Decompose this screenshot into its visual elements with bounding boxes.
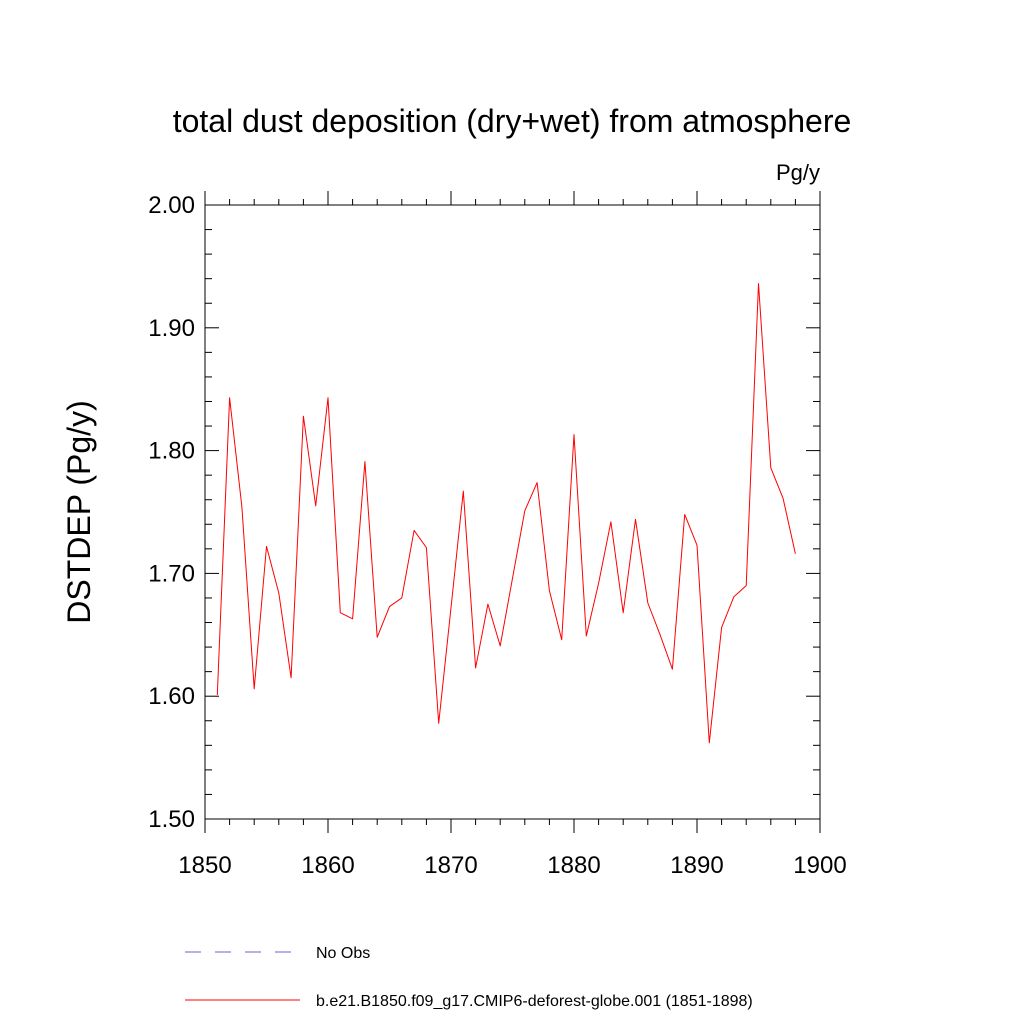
y-tick-labels: 1.50 1.60 1.70 1.80 1.90 2.00 [148, 192, 195, 833]
y-tick-label: 2.00 [148, 192, 195, 219]
units-label: Pg/y [776, 160, 820, 185]
y-tick-label: 1.90 [148, 315, 195, 342]
y-tick-label: 1.50 [148, 806, 195, 833]
axis-ticks [204, 191, 821, 833]
series-line [216, 283, 796, 744]
x-tick-label: 1880 [547, 852, 600, 879]
y-axis-label: DSTDEP (Pg/y) [61, 400, 97, 623]
chart-title: total dust deposition (dry+wet) from atm… [173, 103, 852, 139]
x-tick-label: 1900 [793, 852, 846, 879]
series-layer [216, 283, 796, 744]
x-tick-label: 1890 [670, 852, 723, 879]
y-tick-label: 1.80 [148, 438, 195, 465]
x-tick-label: 1850 [178, 852, 231, 879]
x-tick-label: 1870 [424, 852, 477, 879]
plot-frame [204, 204, 821, 820]
x-tick-labels: 1850 1860 1870 1880 1890 1900 [178, 852, 846, 879]
legend-label-model: b.e21.B1850.f09_g17.CMIP6-deforest-globe… [316, 993, 753, 1010]
legend-label-no-obs: No Obs [316, 945, 370, 962]
y-tick-label: 1.70 [148, 560, 195, 587]
y-tick-label: 1.60 [148, 683, 195, 710]
x-tick-label: 1860 [301, 852, 354, 879]
legend: No Obs b.e21.B1850.f09_g17.CMIP6-defores… [185, 945, 753, 1010]
